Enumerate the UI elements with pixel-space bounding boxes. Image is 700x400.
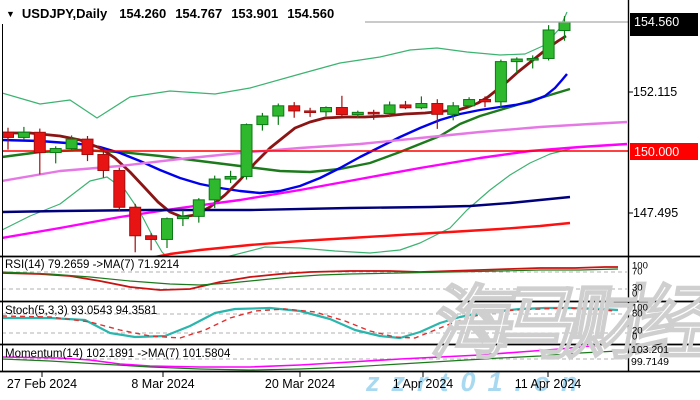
candle [510,57,523,74]
level-price-badge: 150.000 [630,143,698,160]
candle [176,210,189,227]
stoch-scale-label: 0 [632,331,638,343]
rsi-scale-label: 0 [632,288,638,300]
date-axis-label: 8 Mar 2024 [131,377,195,391]
date-axis-label: 11 Apr 2024 [514,377,582,391]
candle [17,126,30,140]
stoch-scale-label: 80 [632,308,643,320]
price-axis-label: 147.495 [633,206,679,220]
rsi-scale-label: 100 [632,260,648,272]
ma-blue [2,73,568,195]
candle [335,95,348,117]
candle [192,198,205,223]
candle [208,175,221,209]
candle [145,233,158,251]
stoch-k-line [2,306,619,340]
candle [81,136,94,162]
candle [463,97,476,108]
bollinger-lower [2,148,571,256]
momentum-scale-label: 103.201 [631,344,669,356]
bollinger-upper [2,11,568,119]
ohlc-low: 153.901 [231,6,279,21]
price-axis-label: 152.115 [633,85,678,99]
date-axis-label: 20 Mar 2024 [264,377,336,391]
stoch-indicator-label: Stoch(5,3,3) 93.0543 94.3581 [5,304,158,317]
candle [351,110,364,119]
ma-navy [2,195,571,214]
momentum-line [2,346,602,368]
rsi-scale-label: 30 [632,282,643,294]
candle [479,96,491,108]
momentum-indicator-label: Momentum(14) 102.1891 ->MA(7) 101.5804 [5,347,231,360]
ohlc-open: 154.260 [119,6,167,21]
candle [431,99,444,129]
candle [129,203,142,253]
candle [526,55,539,69]
symbol-dropdown-icon[interactable]: ▼ [6,8,15,19]
momentum-ma-line [2,350,619,371]
candle [113,167,126,211]
candle [367,109,380,120]
candle [320,106,332,117]
candle [288,102,301,118]
ma-violet [2,120,628,183]
candle [224,170,237,184]
candle [97,150,110,178]
candle [304,107,317,117]
ohlc-close: 154.560 [287,6,335,21]
candle [161,217,173,249]
candle [33,128,46,175]
rsi-scale-label: 70 [632,266,643,278]
stoch-scale-label: 100 [632,302,648,314]
candles-group [2,16,571,253]
candle [383,101,396,118]
date-axis-label: 27 Feb 2024 [6,377,78,391]
ma-magenta [2,142,628,240]
candle [494,59,507,108]
momentum-scale-label: 99.7149 [631,356,669,368]
candle [542,25,555,61]
candle [65,135,78,152]
current-price-badge: 154.560 [630,13,698,30]
candle [2,127,14,150]
candle [272,103,285,125]
candle [399,100,412,110]
stoch-d-line [2,307,616,339]
candle [558,16,571,41]
ma-red-slow [153,221,571,256]
rsi-indicator-label: RSI(14) 79.2659 ->MA(7) 71.9214 [5,259,180,271]
partial-price-badge: 154.560 [630,30,698,36]
chart-title: ▼ USDJPY,Daily 154.260 154.767 153.901 1… [6,6,343,21]
candle [49,146,62,164]
candle [447,102,460,121]
candle [240,123,253,180]
watermark-site: zzrt01.cn [366,367,590,397]
rsi-line [2,266,618,291]
candle [415,96,428,110]
date-axis-label: 1 Apr 2024 [392,377,454,391]
rsi-ma-line [2,268,619,286]
candle [256,112,269,131]
ohlc-high: 154.767 [175,6,223,21]
symbol-period-label: USDJPY,Daily [21,6,108,21]
stoch-scale-label: 20 [632,325,643,337]
